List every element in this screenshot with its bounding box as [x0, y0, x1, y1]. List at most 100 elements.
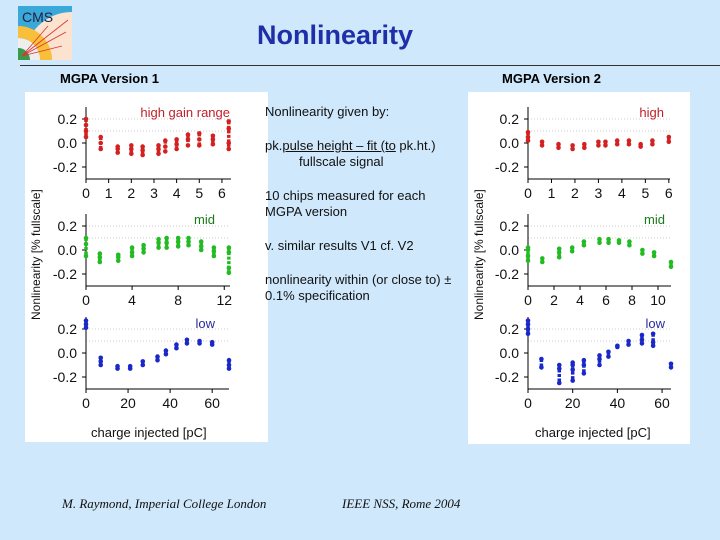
data-point — [582, 141, 587, 147]
data-point — [626, 141, 632, 147]
y-tick-label: -0.2 — [53, 266, 77, 282]
data-point-group — [597, 236, 602, 246]
data-point — [626, 338, 631, 344]
y-tick-label: 0.2 — [500, 111, 520, 127]
x-tick-label: 0 — [82, 292, 90, 308]
data-point — [668, 259, 674, 265]
data-point — [196, 131, 202, 136]
data-point — [596, 143, 601, 148]
data-point — [186, 239, 191, 244]
x-tick-label: 5 — [195, 185, 203, 201]
data-point-group — [540, 256, 545, 265]
data-point — [556, 254, 562, 260]
data-point — [581, 362, 587, 368]
data-point-group — [184, 337, 190, 346]
data-point — [156, 151, 161, 157]
data-point — [525, 134, 531, 140]
data-point — [98, 134, 104, 140]
data-point — [196, 143, 202, 148]
data-point — [525, 258, 531, 264]
footer-author: M. Raymond, Imperial College London — [62, 496, 267, 511]
data-point — [556, 380, 562, 386]
formula-prefix: pk. — [265, 138, 283, 153]
data-point-group — [615, 343, 620, 350]
data-point — [626, 138, 632, 143]
data-point-group — [140, 359, 146, 368]
data-point — [97, 254, 103, 260]
data-point — [570, 146, 575, 152]
x-tick-label: 1 — [548, 185, 556, 201]
data-point-group — [581, 357, 587, 376]
data-point — [540, 256, 545, 261]
data-point — [129, 250, 135, 255]
y-tick-label: 0.2 — [58, 111, 78, 127]
data-point — [525, 321, 531, 327]
data-point-group — [525, 129, 531, 143]
data-point-group — [597, 353, 602, 368]
data-point — [163, 348, 169, 353]
data-point — [174, 141, 179, 147]
data-point — [226, 265, 232, 271]
x-tick-label: 40 — [610, 395, 626, 411]
data-point — [140, 144, 145, 149]
data-point — [570, 378, 575, 383]
data-point — [616, 238, 622, 243]
x-tick-label: 2 — [127, 185, 135, 201]
data-point-group — [174, 137, 179, 152]
data-point — [155, 357, 160, 363]
data-point-group — [603, 139, 608, 148]
data-point-group — [226, 245, 232, 276]
data-point — [627, 239, 632, 244]
data-point — [639, 332, 645, 338]
data-point — [156, 143, 161, 148]
x-tick-label: 0 — [524, 185, 532, 201]
data-point — [639, 341, 645, 346]
data-point-group — [83, 235, 89, 259]
data-point — [129, 151, 134, 157]
data-point — [581, 371, 587, 376]
data-point — [226, 250, 232, 255]
version2-plot-area — [468, 92, 690, 444]
data-point — [603, 139, 608, 145]
data-point — [156, 236, 161, 242]
formula-numerator: pulse height – fit (to — [282, 138, 396, 153]
data-point-group — [83, 116, 89, 140]
y-tick-label: -0.2 — [53, 369, 77, 385]
panel-label: mid — [644, 212, 665, 227]
x-tick-label: 4 — [173, 185, 181, 201]
data-point-group — [626, 138, 632, 147]
formula-denominator: fullscale signal — [299, 154, 384, 169]
data-point-group — [156, 143, 161, 157]
data-point — [98, 355, 104, 361]
data-point-group — [115, 252, 121, 264]
title-divider — [20, 65, 720, 66]
x-tick-label: 5 — [641, 185, 649, 201]
data-point — [581, 239, 587, 244]
data-point — [156, 146, 161, 152]
data-point — [196, 137, 202, 142]
data-point — [83, 122, 89, 128]
data-point-group — [210, 133, 216, 147]
data-point — [606, 354, 611, 359]
data-point — [640, 251, 645, 256]
data-point-group — [639, 332, 645, 346]
data-point-group — [650, 138, 655, 147]
data-point — [129, 245, 135, 250]
x-tick-label: 4 — [128, 292, 136, 308]
data-point — [639, 337, 645, 343]
data-point-group — [570, 143, 575, 152]
version2-label: MGPA Version 2 — [502, 71, 601, 86]
note-spec: nonlinearity within (or close to) ± 0.1%… — [265, 272, 452, 303]
x-tick-label: 8 — [628, 292, 636, 308]
data-point — [141, 246, 146, 252]
y-tick-label: -0.2 — [495, 369, 519, 385]
data-point-group — [155, 354, 160, 363]
data-point — [651, 250, 657, 255]
data-point — [162, 138, 168, 143]
data-point-group — [570, 360, 575, 383]
data-point — [597, 362, 602, 368]
data-point-group — [164, 235, 169, 250]
data-point — [603, 143, 608, 148]
data-point — [83, 253, 89, 259]
data-point — [666, 139, 672, 145]
